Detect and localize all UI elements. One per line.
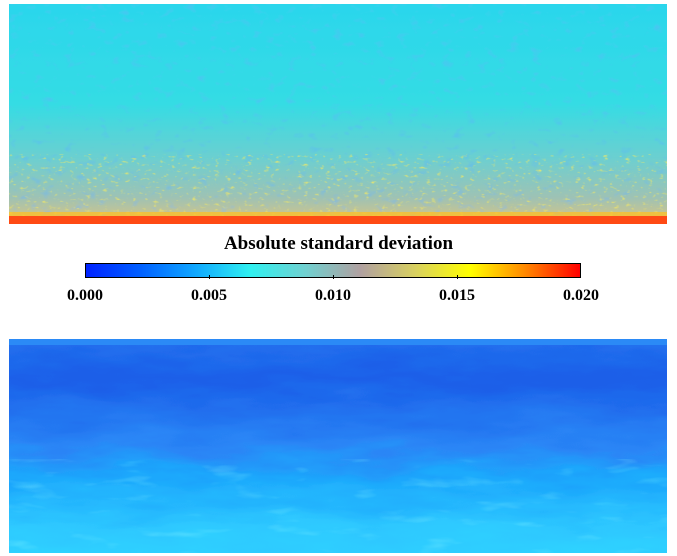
colorbar-title: Absolute standard deviation — [223, 233, 454, 254]
top-field-image — [9, 4, 667, 224]
colorbar-tick-mark — [209, 275, 210, 279]
colorbar-tick-label: 0.005 — [191, 287, 227, 304]
colorbar-tick-mark — [457, 275, 458, 279]
bottom-field-panel — [9, 339, 667, 553]
colorbar-tick-label: 0.020 — [563, 287, 599, 304]
bottom-field-image — [9, 339, 667, 553]
top-field-panel — [9, 4, 667, 224]
colorbar-tick-mark — [333, 275, 334, 279]
colorbar-tick-label: 0.010 — [315, 287, 351, 304]
colorbar-tick-label: 0.000 — [67, 287, 103, 304]
colorbar-tick-label: 0.015 — [439, 287, 475, 304]
